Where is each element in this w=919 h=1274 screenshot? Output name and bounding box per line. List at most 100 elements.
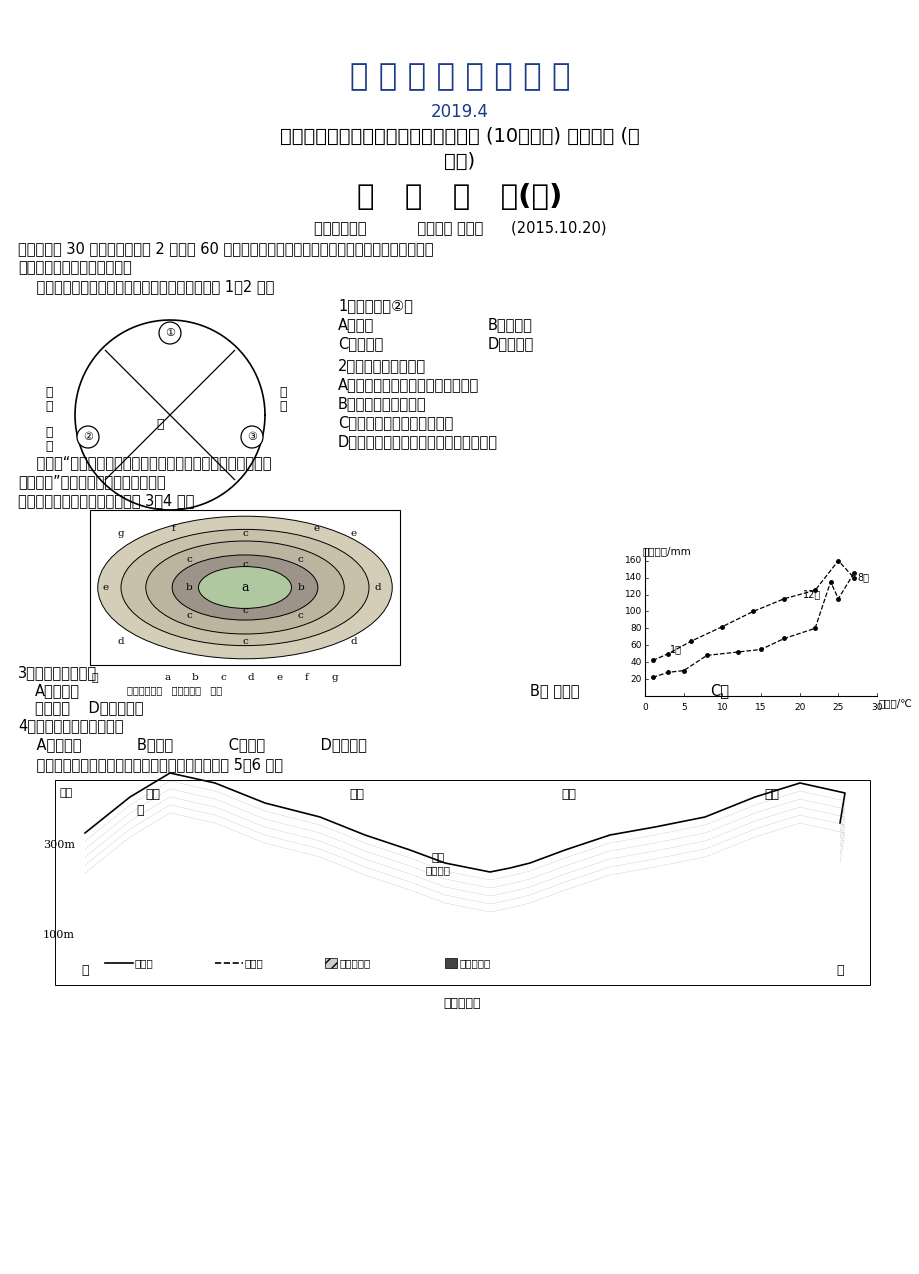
Text: 4．图中甲岩石最有可能是: 4．图中甲岩石最有可能是 [18, 719, 123, 733]
Text: c: c [298, 555, 303, 564]
Text: 月降水量/mm: 月降水量/mm [642, 547, 691, 555]
Circle shape [241, 426, 263, 448]
Text: C．: C． [709, 683, 728, 698]
Text: f: f [305, 673, 309, 682]
Text: b: b [192, 673, 199, 682]
Text: C．生物圈: C．生物圈 [337, 336, 383, 352]
Text: 0: 0 [641, 703, 647, 712]
Text: 100: 100 [624, 606, 641, 615]
Text: a: a [241, 581, 248, 594]
Text: 背斜谷地    D．向斜盆地: 背斜谷地 D．向斜盆地 [35, 699, 143, 715]
Text: A．地壳和地幔的分界面是莫霍界面: A．地壳和地幔的分界面是莫霍界面 [337, 377, 479, 392]
Text: A．背斜山: A．背斜山 [35, 683, 80, 698]
Text: 河谷剪面图: 河谷剪面图 [443, 998, 481, 1010]
Text: g: g [331, 673, 338, 682]
Text: 40: 40 [630, 657, 641, 666]
Text: 氧: 氧 [279, 400, 287, 414]
Text: 下图为地球圈层间的物质交换示意图。读图回答 1～2 题。: 下图为地球圈层间的物质交换示意图。读图回答 1～2 题。 [18, 279, 274, 294]
Text: 20: 20 [630, 675, 641, 684]
Text: g: g [118, 529, 124, 538]
Text: C．内核是由液态物质组成的: C．内核是由液态物质组成的 [337, 415, 453, 431]
Text: e: e [350, 529, 357, 538]
Ellipse shape [145, 541, 344, 634]
Text: d: d [247, 673, 255, 682]
Text: 北: 北 [835, 964, 843, 977]
Text: 10: 10 [716, 703, 727, 712]
Text: 30: 30 [870, 703, 882, 712]
Bar [324, 958, 336, 968]
Text: 8月: 8月 [857, 572, 868, 582]
Text: 谷坡: 谷坡 [145, 789, 160, 801]
Bar [55, 780, 869, 985]
Text: 山西省太原五中高三第一次阶段性考试 (10月月考) 地理试题 (含: 山西省太原五中高三第一次阶段性考试 (10月月考) 地理试题 (含 [279, 127, 640, 147]
Text: B．软流层位于下地幔: B．软流层位于下地幔 [337, 396, 426, 412]
Ellipse shape [172, 555, 317, 620]
Text: 25: 25 [832, 703, 843, 712]
Text: B． 向斜山: B． 向斜山 [529, 683, 579, 698]
Bar [90, 510, 400, 665]
Text: 甲: 甲 [92, 673, 98, 683]
Text: 5: 5 [680, 703, 686, 712]
Text: ③: ③ [246, 432, 256, 442]
Text: D．大气圈: D．大气圈 [487, 336, 534, 352]
Text: f: f [172, 524, 176, 533]
Text: a: a [165, 673, 170, 682]
Bar [445, 958, 457, 968]
Text: 命题人：贾亮           校对人： 张凤华      (2015.10.20): 命题人：贾亮 校对人： 张凤华 (2015.10.20) [313, 220, 606, 234]
Text: A．水圈: A．水圈 [337, 317, 374, 333]
Text: 平水位: 平水位 [135, 958, 153, 968]
Text: 1月: 1月 [669, 645, 682, 655]
Ellipse shape [199, 567, 291, 609]
Text: 2．地球的内部圈层中: 2．地球的内部圈层中 [337, 358, 425, 373]
Text: c: c [221, 673, 226, 682]
Text: 水: 水 [45, 441, 52, 454]
Text: 120: 120 [624, 590, 641, 599]
Text: 南: 南 [81, 964, 88, 977]
Text: ①: ① [165, 327, 175, 338]
Text: 一、本题公 30 个小题，每小题 2 分，公 60 分。在每小题给出的四个选项中，只有一项是符合题目: 一、本题公 30 个小题，每小题 2 分，公 60 分。在每小题给出的四个选项中… [18, 241, 433, 256]
Text: 面示意图”，核心部分出露地表，矿区: 面示意图”，核心部分出露地表，矿区 [18, 474, 165, 489]
Text: 河流阶陌: 河流阶陌 [425, 865, 450, 875]
Text: e: e [102, 583, 108, 592]
Text: 1．图示圈层②是: 1．图示圈层②是 [337, 298, 413, 313]
Text: d: d [375, 583, 381, 592]
Text: b: b [297, 583, 304, 592]
Text: 数字代表万年   地层分界线   矿区: 数字代表万年 地层分界线 矿区 [127, 685, 222, 696]
Text: 透: 透 [45, 400, 52, 414]
Text: 埋藏深度向周围总体增加。回答 3～4 题。: 埋藏深度向周围总体增加。回答 3～4 题。 [18, 493, 194, 508]
Text: 新 版 地 理 精 品 资 料: 新 版 地 理 精 品 资 料 [349, 62, 570, 90]
Text: c: c [187, 612, 192, 620]
Text: 月均温/℃: 月均温/℃ [878, 698, 912, 708]
Text: c: c [242, 637, 247, 646]
Text: 甲: 甲 [136, 804, 143, 817]
Circle shape [77, 426, 99, 448]
Text: ②: ② [83, 432, 93, 442]
Text: d: d [118, 637, 124, 646]
Text: c: c [187, 555, 192, 564]
Text: 12月: 12月 [801, 590, 820, 600]
Text: c: c [298, 612, 303, 620]
Text: 答案): 答案) [444, 152, 475, 171]
Text: 谷坡: 谷坡 [348, 789, 364, 801]
Text: 渗: 渗 [45, 386, 52, 400]
Text: 谷坡: 谷坡 [764, 789, 779, 801]
Text: c: c [242, 529, 247, 538]
Text: 160: 160 [624, 557, 641, 566]
Text: e: e [276, 673, 282, 682]
Text: 高   三   地   理(文): 高 三 地 理(文) [357, 183, 562, 211]
Ellipse shape [121, 530, 369, 646]
Text: 洪水位: 洪水位 [244, 958, 264, 968]
Text: A．玄武岩            B．页岩            C．砂岩            D．大理岩: A．玄武岩 B．页岩 C．砂岩 D．大理岩 [18, 736, 367, 752]
Text: 下图是“我国某某矿（阴影部分）所在区域某海拔地层分布平: 下图是“我国某某矿（阴影部分）所在区域某海拔地层分布平 [18, 455, 271, 470]
Text: 供: 供 [45, 427, 52, 440]
Text: 供: 供 [279, 386, 287, 400]
Text: c: c [242, 606, 247, 615]
Text: d: d [350, 637, 357, 646]
Text: b: b [186, 583, 192, 592]
Text: 80: 80 [630, 624, 641, 633]
Text: 3．该矿区的地形是: 3．该矿区的地形是 [18, 665, 97, 680]
Text: 谷坡: 谷坡 [561, 789, 575, 801]
Ellipse shape [97, 516, 391, 659]
Text: 河流没积物: 河流没积物 [460, 958, 491, 968]
Text: 水: 水 [156, 418, 164, 432]
